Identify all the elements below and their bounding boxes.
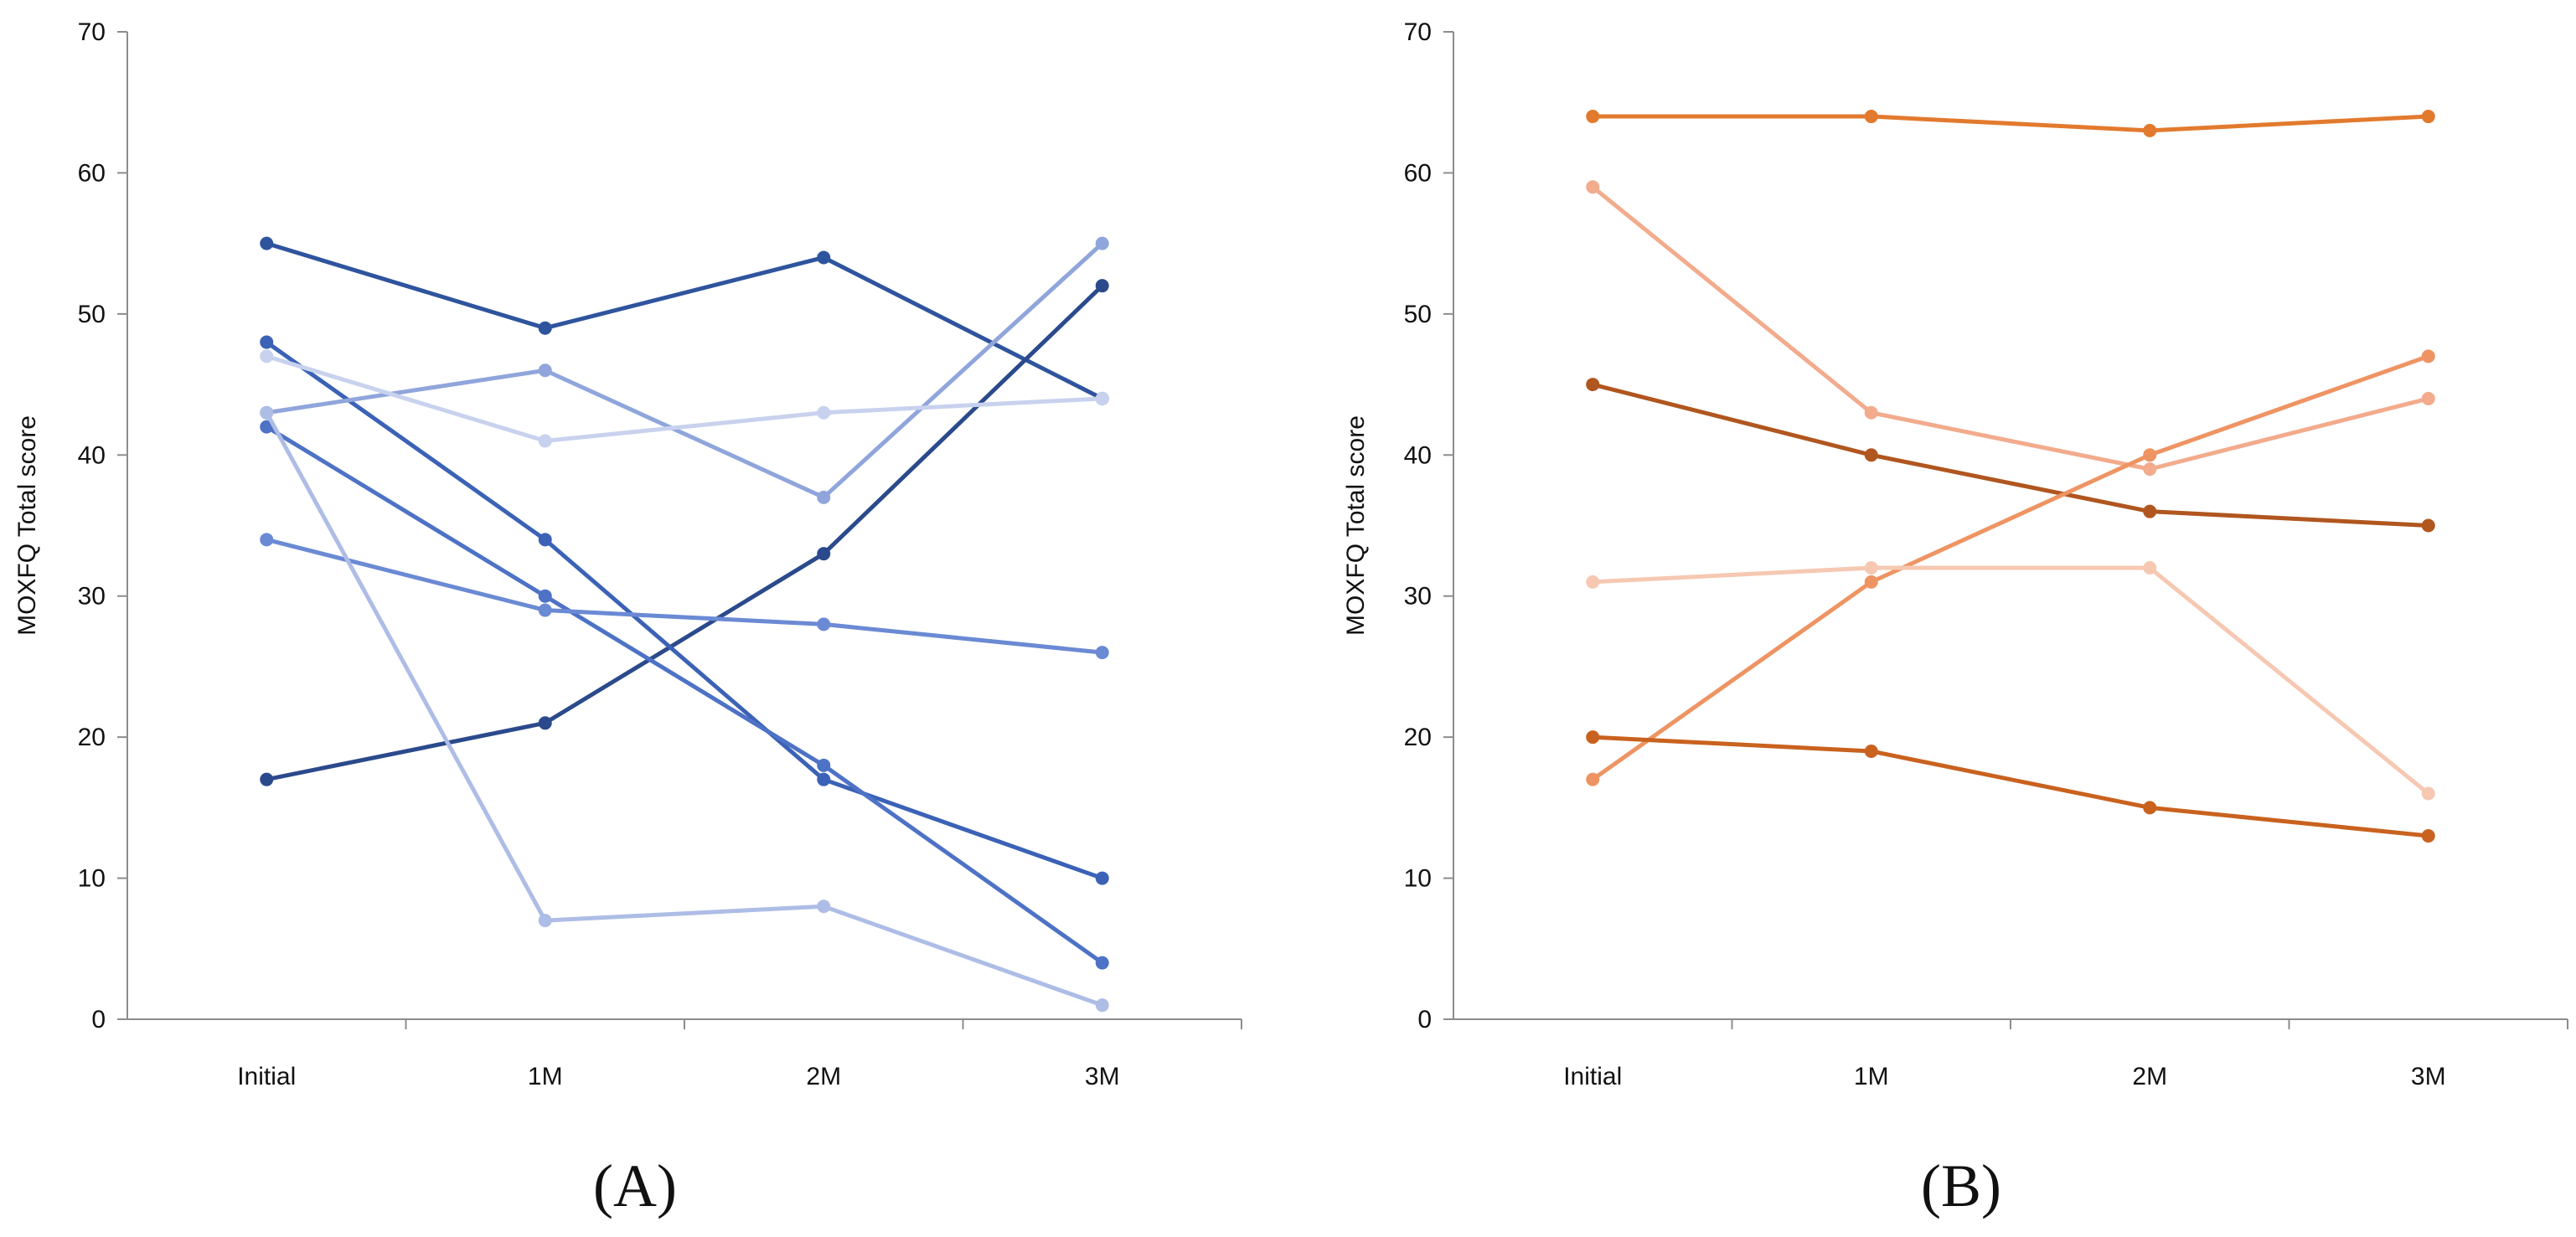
data-point-b-1 [2143, 123, 2157, 137]
x-tick-label-a: 1M [528, 1063, 563, 1090]
data-point-b-6 [2143, 801, 2157, 815]
y-tick-label-b: 40 [1404, 441, 1432, 469]
data-point-a-3 [538, 533, 552, 547]
data-point-a-3 [260, 335, 274, 349]
panel-a: 0 10 20 30 40 50 60 70 Initial 1M 2M 3M MOXFQ Total … [13, 18, 1242, 1219]
data-point-a-8 [1095, 391, 1109, 405]
data-point-a-8 [538, 434, 552, 448]
data-point-a-8 [817, 405, 831, 420]
x-tick-label-b: 1M [1854, 1063, 1889, 1090]
data-point-a-4 [260, 420, 274, 434]
data-point-b-4 [1586, 772, 1600, 786]
data-point-a-6 [1095, 236, 1109, 250]
y-tick-label-b: 50 [1404, 301, 1432, 328]
data-point-b-6 [1864, 744, 1878, 758]
data-point-a-1 [260, 236, 274, 250]
y-tick-label-a: 10 [78, 865, 106, 893]
data-point-a-5 [538, 603, 552, 617]
data-point-b-3 [2143, 504, 2157, 518]
series-line-a-3 [264, 340, 1105, 881]
y-tick-label-b: 20 [1404, 724, 1432, 751]
series-line-b-2 [1590, 184, 2431, 472]
x-tick-label-b: Initial [1563, 1063, 1622, 1090]
data-point-b-5 [1864, 561, 1878, 575]
data-point-b-4 [2421, 349, 2435, 363]
data-point-a-3 [817, 772, 831, 786]
panel-label-a: (A) [593, 1152, 677, 1219]
data-point-a-2 [817, 547, 831, 561]
data-point-b-3 [2421, 518, 2435, 533]
y-tick-label-b: 10 [1404, 865, 1432, 893]
y-tick-label-a: 0 [91, 1006, 106, 1033]
panel-b: 0 10 20 30 40 50 60 70 Initial 1M 2M 3M MOXFQ Total … [1342, 18, 2568, 1219]
y-tick-label-b: 0 [1417, 1006, 1432, 1033]
y-tick-label-a: 50 [78, 301, 106, 328]
data-point-a-8 [260, 349, 274, 363]
data-point-b-2 [1864, 405, 1878, 420]
data-point-a-2 [260, 772, 274, 786]
data-point-b-5 [1586, 575, 1600, 589]
data-point-b-1 [1864, 110, 1878, 124]
x-tick-label-a: 2M [806, 1063, 841, 1090]
data-point-a-5 [260, 533, 274, 547]
data-point-a-4 [817, 758, 831, 772]
data-point-a-2 [538, 716, 552, 730]
data-point-a-5 [817, 617, 831, 631]
data-point-a-2 [1095, 279, 1109, 293]
series-line-a-4 [264, 425, 1105, 966]
data-point-a-4 [1095, 956, 1109, 970]
series-line-b-4 [1590, 353, 2431, 782]
data-point-b-2 [2421, 391, 2435, 405]
y-tick-label-b: 60 [1404, 159, 1432, 187]
series-line-a-6 [264, 241, 1105, 500]
data-point-b-2 [2143, 462, 2157, 477]
y-tick-label-a: 20 [78, 724, 106, 751]
y-tick-label-a: 40 [78, 441, 106, 469]
data-point-a-3 [1095, 871, 1109, 885]
data-point-a-1 [817, 250, 831, 265]
series-line-a-5 [264, 537, 1105, 655]
x-tick-label-a: 3M [1085, 1063, 1120, 1090]
data-point-b-5 [2143, 561, 2157, 575]
data-point-a-7 [538, 914, 552, 928]
y-axis-title-a: MOXFQ Total score [13, 415, 41, 636]
data-point-b-3 [1864, 448, 1878, 462]
series-line-b-5 [1590, 565, 2431, 796]
data-point-b-1 [2421, 110, 2435, 124]
data-point-a-7 [260, 405, 274, 420]
data-point-b-4 [2143, 448, 2157, 462]
series-line-a-7 [264, 410, 1105, 1008]
x-tick-label-b: 3M [2411, 1063, 2446, 1090]
data-point-b-4 [1864, 575, 1878, 589]
y-tick-label-a: 60 [78, 159, 106, 187]
x-tick-label-a: Initial [237, 1063, 296, 1090]
x-tick-label-b: 2M [2132, 1063, 2167, 1090]
data-point-a-7 [817, 899, 831, 914]
y-axis-title-b: MOXFQ Total score [1342, 415, 1370, 636]
series-line-a-1 [264, 241, 1105, 401]
y-tick-label-a: 30 [78, 583, 106, 611]
series-line-b-6 [1590, 734, 2431, 838]
data-point-b-1 [1586, 110, 1600, 124]
data-point-b-2 [1586, 180, 1600, 194]
data-point-a-1 [538, 321, 552, 335]
data-point-a-5 [1095, 646, 1109, 660]
y-tick-label-a: 70 [78, 18, 106, 46]
data-point-b-3 [1586, 378, 1600, 392]
data-point-a-4 [538, 589, 552, 603]
series-line-b-3 [1590, 382, 2431, 528]
y-tick-label-b: 30 [1404, 583, 1432, 611]
data-point-b-6 [2421, 829, 2435, 843]
y-tick-label-b: 70 [1404, 18, 1432, 46]
data-point-b-6 [1586, 730, 1600, 745]
series-line-a-2 [264, 283, 1105, 782]
data-point-a-6 [817, 490, 831, 504]
data-point-b-5 [2421, 786, 2435, 801]
data-point-a-6 [538, 363, 552, 378]
series-line-b-1 [1590, 114, 2431, 133]
panel-label-b: (B) [1921, 1152, 2001, 1219]
series-line-a-8 [264, 353, 1105, 443]
data-point-a-7 [1095, 998, 1109, 1013]
